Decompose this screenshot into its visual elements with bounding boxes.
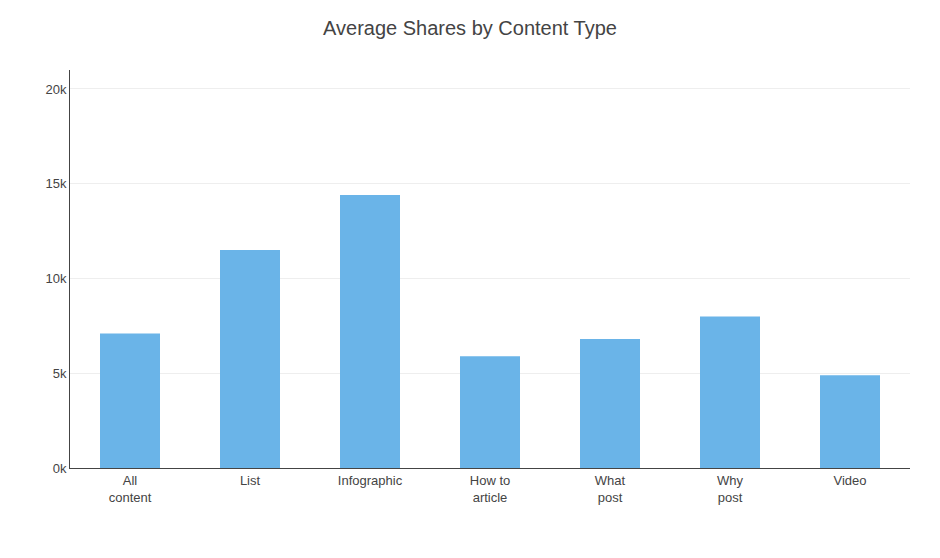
svg-text:20k: 20k xyxy=(45,82,66,97)
svg-text:Average Shares by Content Type: Average Shares by Content Type xyxy=(323,17,617,39)
svg-text:0k: 0k xyxy=(53,461,67,476)
svg-text:Whatpost: Whatpost xyxy=(595,473,626,505)
svg-text:List: List xyxy=(240,473,261,488)
svg-text:How toarticle: How toarticle xyxy=(470,473,510,505)
svg-text:Infographic: Infographic xyxy=(338,473,403,488)
svg-text:15k: 15k xyxy=(45,176,66,191)
svg-text:5k: 5k xyxy=(53,366,67,381)
svg-text:Video: Video xyxy=(833,473,866,488)
svg-text:10k: 10k xyxy=(45,271,66,286)
svg-text:Allcontent: Allcontent xyxy=(109,473,152,505)
svg-text:Whypost: Whypost xyxy=(717,473,744,505)
